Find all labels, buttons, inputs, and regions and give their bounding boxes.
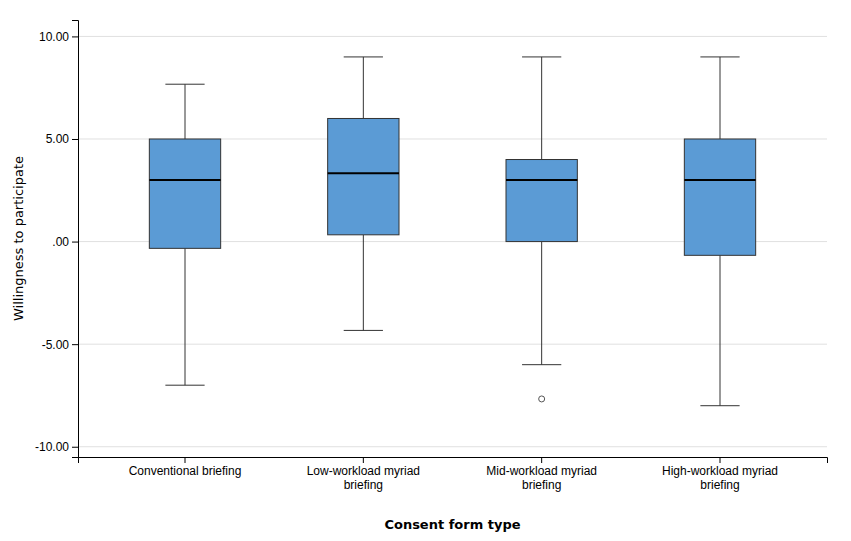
box-group — [149, 84, 220, 385]
whisker — [541, 57, 542, 160]
whisker — [541, 242, 542, 365]
tick-label: Conventional briefing — [129, 464, 242, 478]
tick-label: 5.00 — [46, 132, 70, 146]
tick-mark — [541, 457, 542, 463]
tick-label: .00 — [52, 235, 69, 249]
chart: -10.00 -5.00 .00 5.00 10.00 Conventional brie… — [0, 0, 851, 541]
tick-label: -10.00 — [35, 440, 69, 454]
median — [328, 172, 399, 174]
axis-line — [72, 21, 79, 458]
box — [328, 118, 399, 234]
tick-label: 10.00 — [39, 30, 69, 44]
grid-line — [78, 344, 827, 345]
y-axis-title: Willingness to participate — [11, 156, 26, 321]
tick-label: -5.00 — [42, 337, 70, 351]
box — [684, 139, 755, 255]
whisker — [363, 57, 364, 119]
whisker-cap — [700, 56, 739, 57]
x-axis-title: Consent form type — [384, 517, 520, 532]
whisker-cap — [522, 364, 561, 365]
box-group — [506, 57, 577, 402]
box — [149, 139, 220, 248]
median — [149, 179, 220, 181]
tick: .00 — [52, 235, 78, 249]
whisker — [720, 57, 721, 139]
tick-mark — [363, 457, 364, 463]
box-group — [684, 57, 755, 406]
boxes — [149, 57, 755, 406]
whisker — [185, 248, 186, 385]
outlier — [539, 396, 545, 402]
tick-mark — [72, 36, 78, 37]
box — [506, 160, 577, 242]
tick: 5.00 — [46, 132, 78, 146]
x-axis: Conventional briefing Low-workload myriad… — [79, 457, 828, 492]
grid-line — [78, 446, 827, 447]
axis-line — [79, 458, 828, 464]
median — [506, 179, 577, 181]
whisker-cap — [522, 56, 561, 57]
tick: High-workload myriadbriefing — [662, 457, 778, 492]
tick-mark — [72, 344, 78, 345]
y-axis: -10.00 -5.00 .00 5.00 10.00 — [35, 21, 79, 458]
whisker — [363, 235, 364, 331]
whisker — [720, 255, 721, 405]
tick: -10.00 — [35, 440, 78, 454]
tick-label: High-workload myriadbriefing — [662, 464, 778, 492]
plot: -10.00 -5.00 .00 5.00 10.00 Conventional brie… — [35, 21, 828, 492]
whisker-cap — [344, 56, 383, 57]
whisker-cap — [165, 385, 204, 386]
whisker — [185, 84, 186, 139]
tick-mark — [720, 457, 721, 463]
box-group — [328, 57, 399, 330]
median — [684, 179, 755, 181]
grid-line — [78, 36, 827, 37]
whisker-cap — [344, 330, 383, 331]
tick: 10.00 — [39, 30, 78, 44]
grid — [78, 36, 827, 446]
tick: Low-workload myriadbriefing — [307, 457, 420, 492]
whisker-cap — [165, 84, 204, 85]
tick: -5.00 — [42, 337, 78, 351]
whisker-cap — [700, 405, 739, 406]
tick-label: Low-workload myriadbriefing — [307, 464, 420, 492]
tick: Mid-workload myriadbriefing — [486, 457, 597, 492]
tick-label: Mid-workload myriadbriefing — [486, 464, 597, 492]
tick-mark — [72, 242, 78, 243]
tick: Conventional briefing — [129, 457, 242, 478]
tick-mark — [185, 457, 186, 463]
tick-mark — [72, 447, 78, 448]
tick-mark — [72, 139, 78, 140]
